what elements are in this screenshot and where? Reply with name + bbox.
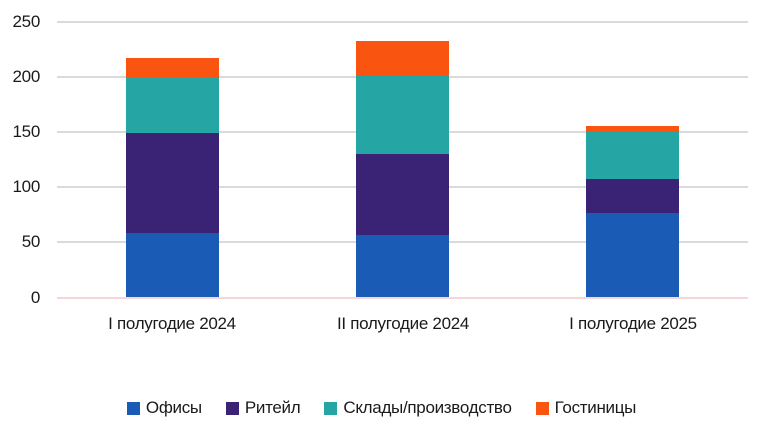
legend-item: Офисы [126, 397, 202, 419]
bar-segment [586, 213, 679, 297]
y-tick-label: 50 [21, 232, 41, 251]
legend-label: Гостиницы [554, 398, 637, 417]
legend: Офисы Ритейл Склады/производство Гостиницы [0, 397, 763, 419]
legend-swatch [535, 401, 549, 415]
gridline [57, 21, 748, 23]
y-tick-label: 150 [12, 122, 41, 141]
baseline-gridline [57, 297, 748, 299]
legend-item: Ритейл [225, 397, 301, 419]
bar-segment [356, 76, 449, 154]
bar-3 [586, 126, 679, 297]
legend-swatch [126, 401, 140, 415]
bar-2 [356, 41, 449, 297]
bar-segment [586, 126, 679, 131]
y-tick-label: 250 [12, 12, 41, 31]
bar-segment [126, 133, 219, 233]
y-tick-label: 100 [12, 177, 41, 196]
legend-label: Ритейл [244, 398, 301, 417]
bar-segment [586, 179, 679, 213]
x-axis-label: I полугодие 2024 [108, 314, 236, 333]
legend-item: Гостиницы [535, 397, 637, 419]
bar-segment [126, 58, 219, 77]
y-tick-label: 0 [30, 288, 40, 307]
legend-swatch [225, 401, 239, 415]
bar-segment [356, 235, 449, 297]
legend-swatch [324, 401, 338, 415]
x-axis-label: II полугодие 2024 [336, 314, 470, 333]
bar-1 [126, 58, 219, 297]
x-axis-label: I полугодие 2025 [569, 314, 697, 333]
bar-segment [586, 131, 679, 179]
bar-segment [126, 77, 219, 133]
legend-label: Офисы [145, 398, 202, 417]
bar-segment [356, 41, 449, 76]
bar-segment [356, 154, 449, 235]
y-tick-label: 200 [12, 67, 41, 86]
legend-item: Склады/производство [324, 397, 512, 419]
plot-area: 0 50 100 150 200 250 [13, 12, 748, 307]
bar-segment [126, 233, 219, 297]
legend-label: Склады/производство [343, 398, 512, 417]
